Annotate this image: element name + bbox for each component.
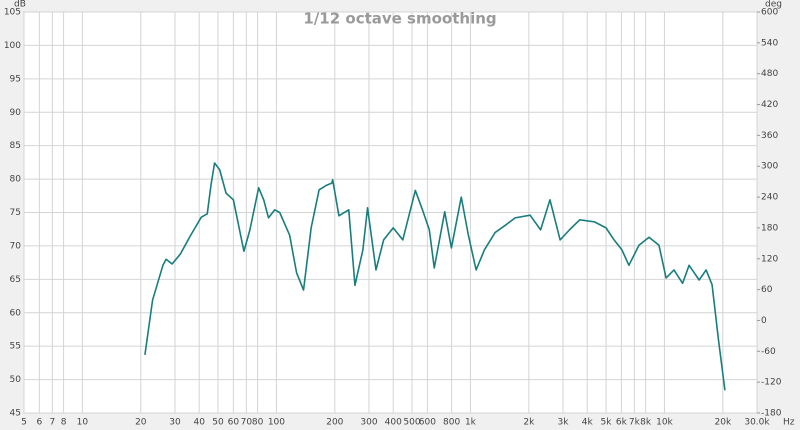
x-tick-label: 800 bbox=[443, 418, 460, 428]
y2-tick-label: 480 bbox=[761, 69, 778, 79]
y-tick-label: 90 bbox=[10, 108, 22, 118]
y2-tick-label: -120 bbox=[761, 378, 782, 388]
y-tick-label: 50 bbox=[10, 375, 22, 385]
y2-tick-label: 240 bbox=[761, 193, 778, 203]
y2-tick-label: 120 bbox=[761, 254, 778, 264]
y-tick-label: 95 bbox=[10, 74, 21, 84]
y-tick-label: 55 bbox=[10, 342, 21, 352]
x-tick-label: 10k bbox=[656, 418, 673, 428]
y2-tick-label: -60 bbox=[761, 347, 776, 357]
x-tick-label: 8 bbox=[61, 418, 67, 428]
y2-tick-label: 0 bbox=[761, 316, 767, 326]
x-tick-label: 5 bbox=[21, 418, 27, 428]
x-tick-label: 100 bbox=[268, 418, 285, 428]
x-tick-label: 10 bbox=[77, 418, 89, 428]
x-tick-label: 20 bbox=[135, 418, 147, 428]
y2-tick-label: 420 bbox=[761, 100, 778, 110]
x-tick-label: 1k bbox=[465, 418, 477, 428]
y-tick-label: 105 bbox=[4, 8, 21, 18]
x-tick-label: 7 bbox=[49, 418, 55, 428]
x-tick-label: 20k bbox=[715, 418, 732, 428]
x-tick-label: 400 bbox=[385, 418, 402, 428]
x-tick-label: 200 bbox=[326, 418, 343, 428]
x-tick-label: 3k bbox=[558, 418, 570, 428]
x-tick-label: 4k bbox=[582, 418, 594, 428]
chart-title: 1/12 octave smoothing bbox=[303, 10, 496, 28]
y2-tick-label: 180 bbox=[761, 223, 778, 233]
y2-tick-label: 60 bbox=[761, 285, 773, 295]
x-tick-label: 500 bbox=[403, 418, 420, 428]
y-tick-label: 45 bbox=[10, 409, 21, 419]
y-tick-label: 85 bbox=[10, 141, 21, 151]
y-tick-label: 80 bbox=[10, 175, 22, 185]
x-tick-label: 70 bbox=[241, 418, 253, 428]
x-tick-label: 300 bbox=[360, 418, 377, 428]
y-tick-label: 60 bbox=[10, 308, 22, 318]
y-tick-label: 75 bbox=[10, 208, 21, 218]
x-tick-label: 8k bbox=[640, 418, 652, 428]
x-unit: Hz bbox=[783, 418, 795, 428]
x-tick-label: 30 bbox=[169, 418, 181, 428]
x-tick-label: 600 bbox=[419, 418, 436, 428]
x-tick-label: 6k bbox=[616, 418, 628, 428]
y-tick-label: 70 bbox=[10, 241, 22, 251]
x-tick-label: 2k bbox=[523, 418, 535, 428]
y2-tick-label: 540 bbox=[761, 38, 778, 48]
x-tick-label: 30.0k bbox=[744, 418, 770, 428]
y-unit: dB bbox=[14, 0, 26, 10]
x-tick-label: 40 bbox=[193, 418, 205, 428]
response-line bbox=[144, 162, 726, 391]
y2-tick-label: -180 bbox=[761, 409, 782, 419]
y2-unit: deg bbox=[765, 0, 782, 10]
y2-tick-label: 360 bbox=[761, 131, 778, 141]
y2-tick-label: 600 bbox=[761, 8, 778, 18]
x-tick-label: 80 bbox=[252, 418, 264, 428]
x-tick-label: 7k bbox=[629, 418, 641, 428]
x-tick-label: 60 bbox=[228, 418, 240, 428]
x-tick-label: 6 bbox=[36, 418, 42, 428]
x-tick-label: 5k bbox=[601, 418, 613, 428]
y-tick-label: 100 bbox=[4, 41, 21, 51]
y2-tick-label: 300 bbox=[761, 162, 778, 172]
x-tick-label: 50 bbox=[212, 418, 224, 428]
y-tick-label: 65 bbox=[10, 275, 21, 285]
